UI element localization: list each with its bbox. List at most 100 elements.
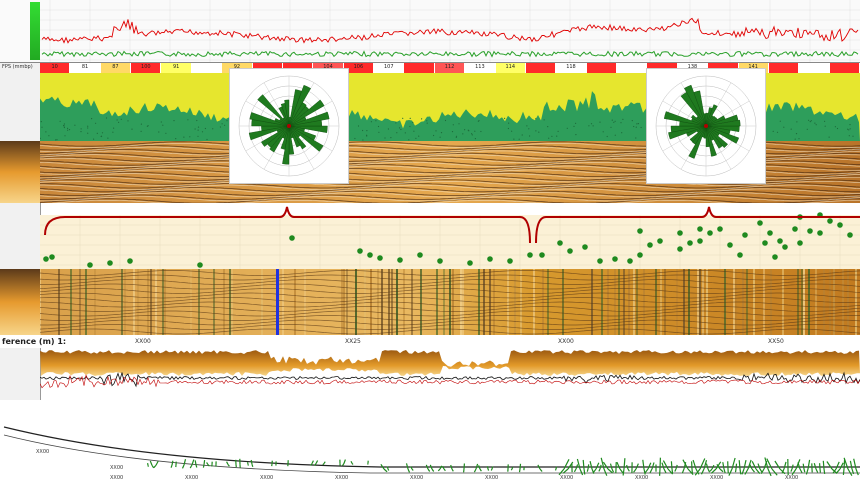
dip-point — [367, 252, 373, 258]
trajectory-label: XX00 — [110, 465, 124, 471]
depth-tick: XX25 — [345, 338, 361, 345]
gamma-curve-svg — [40, 0, 860, 62]
band-cell: 118 — [556, 63, 586, 73]
band-cell — [404, 63, 434, 73]
band-cell — [768, 63, 799, 73]
dip-point — [687, 240, 693, 246]
depth-tick: XX50 — [768, 338, 784, 345]
dip-point — [847, 232, 853, 238]
band-label: FPS (mmbp) — [2, 64, 33, 70]
comparison-track — [0, 348, 860, 400]
dip-point — [377, 255, 383, 261]
bottom-tick: XX00 — [635, 475, 649, 481]
depth-tick: XX00 — [558, 338, 574, 345]
dip-point — [637, 228, 643, 234]
blue-marker — [276, 269, 279, 335]
bracket-right — [535, 206, 860, 244]
dip-point — [437, 258, 443, 264]
image-log-lower-header — [0, 269, 41, 335]
dip-point — [697, 226, 703, 232]
comparison-title: ference (m) 1: — [2, 337, 67, 346]
comparison-header — [0, 348, 41, 400]
dip-point — [567, 248, 573, 254]
band-cell: 106 — [343, 63, 374, 73]
dip-point — [742, 232, 748, 238]
comparison-svg — [40, 350, 860, 389]
fill-track-header — [0, 73, 41, 141]
image-log-lower — [0, 269, 860, 335]
dip-point — [737, 252, 743, 258]
band-cell: 91 — [161, 63, 191, 73]
band-cells: 10 81 87 100 91 92 104 106 107 112 113 114 118 138 141 — [40, 63, 860, 73]
dip-point — [767, 230, 773, 236]
band-cell — [829, 63, 859, 73]
bottom-tick: XX00 — [185, 475, 199, 481]
bottom-tick: XX00 — [485, 475, 499, 481]
dip-point — [727, 242, 733, 248]
dip-point — [43, 256, 49, 262]
bottom-tick: XX00 — [410, 475, 424, 481]
dip-point — [637, 252, 643, 258]
dip-point — [792, 226, 798, 232]
rose-diagram-icon — [238, 75, 340, 177]
depth-tick: XX00 — [135, 338, 151, 345]
band-cell: 112 — [434, 63, 465, 73]
well-path-upper — [3, 426, 860, 468]
dip-point — [597, 258, 603, 264]
depth-axis: XX00 XX25 XX00 XX50 — [40, 336, 860, 348]
band-cell — [525, 63, 556, 73]
band-cell: 113 — [465, 63, 495, 73]
dip-scatter-header — [0, 203, 41, 269]
dip-point — [697, 238, 703, 244]
trajectory-panel: XX00 XX00 XX00 XX00 XX00 XX00 XX00 XX00 XX00 XX… — [0, 405, 860, 485]
dip-point — [817, 230, 823, 236]
dip-point — [657, 238, 663, 244]
dip-point — [717, 226, 723, 232]
band-cell: 114 — [495, 63, 525, 73]
rose-diagram-left — [229, 68, 349, 184]
band-cell — [799, 63, 829, 73]
dip-point — [707, 230, 713, 236]
dip-point — [807, 228, 813, 234]
band-cell: 81 — [70, 63, 100, 73]
image-log-upper-header — [0, 141, 41, 203]
dip-point — [762, 240, 768, 246]
bottom-tick: XX00 — [710, 475, 724, 481]
dip-point — [627, 258, 633, 264]
band-cell: 87 — [100, 63, 131, 73]
dip-point — [87, 262, 93, 268]
dip-point — [507, 258, 513, 264]
green-scale-bar — [30, 2, 40, 60]
dip-point — [417, 252, 423, 258]
dip-point — [557, 240, 563, 246]
bottom-tick: XX00 — [260, 475, 274, 481]
rose-diagram-right — [646, 68, 766, 184]
band-cell — [617, 63, 647, 73]
dip-point — [582, 244, 588, 250]
dip-point — [107, 260, 113, 266]
band-cell — [586, 63, 617, 73]
dip-point — [487, 256, 493, 262]
band-cell — [191, 63, 222, 73]
trajectory-label: XX00 — [36, 449, 50, 455]
dip-point — [677, 230, 683, 236]
dip-point — [757, 220, 763, 226]
bracket-left — [44, 206, 531, 244]
dip-point — [827, 218, 833, 224]
bottom-tick: XX00 — [110, 475, 124, 481]
dip-point — [777, 238, 783, 244]
bottom-tick: XX00 — [560, 475, 574, 481]
dip-point — [357, 248, 363, 254]
dip-point — [289, 235, 295, 241]
dip-scatter-track — [0, 203, 860, 269]
dip-point — [797, 240, 803, 246]
band-cell: 107 — [374, 63, 404, 73]
dip-point — [772, 254, 778, 260]
dip-point — [397, 257, 403, 263]
dip-point — [647, 242, 653, 248]
bottom-tick: XX00 — [335, 475, 349, 481]
dip-point — [49, 254, 55, 260]
dip-point — [782, 244, 788, 250]
rose-diagram-icon — [655, 75, 757, 177]
dip-point — [127, 258, 133, 264]
